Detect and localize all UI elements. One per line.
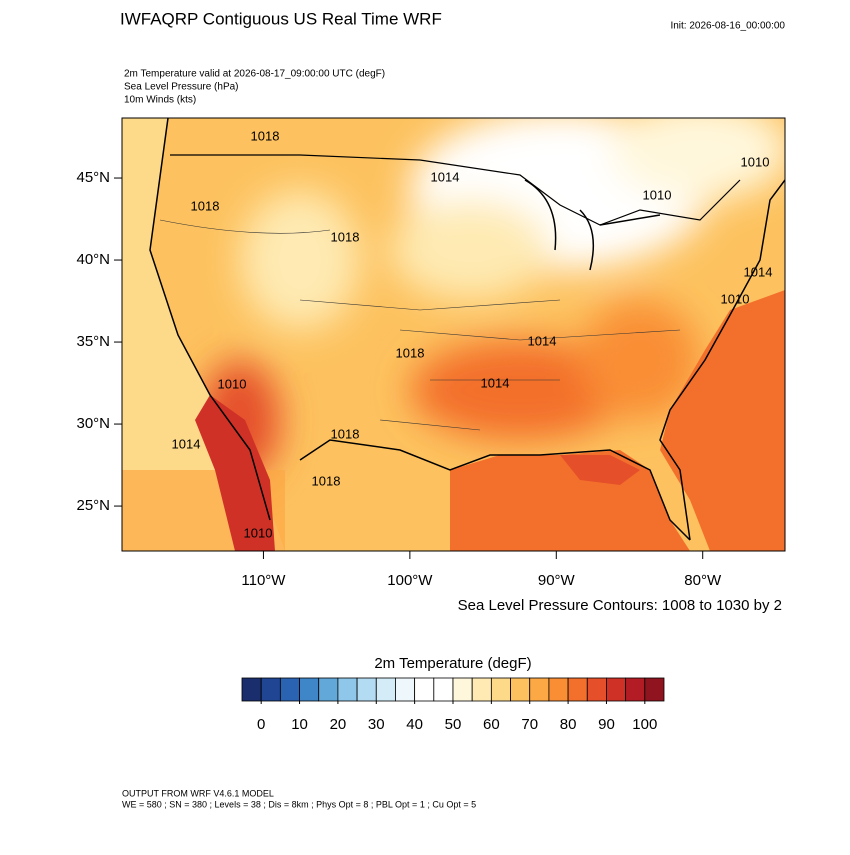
contour-note: Sea Level Pressure Contours: 1008 to 103… bbox=[458, 597, 782, 614]
field-line: Sea Level Pressure (hPa) bbox=[124, 82, 239, 93]
y-tick-label: 40°N bbox=[76, 251, 110, 268]
field-line: 2m Temperature valid at 2026-08-17_09:00… bbox=[124, 69, 385, 80]
colorbar-swatch bbox=[529, 677, 550, 702]
colorbar-tick-label: 20 bbox=[330, 716, 347, 733]
contour-label: 1010 bbox=[741, 154, 770, 169]
contour-label: 1014 bbox=[528, 333, 557, 348]
colorbar-tick-label: 80 bbox=[560, 716, 577, 733]
contour-label: 1014 bbox=[431, 169, 460, 184]
contour-label: 1014 bbox=[744, 264, 773, 279]
colorbar: 0 10 20 30 40 50 60 70 80 90 100 bbox=[241, 677, 665, 733]
y-tick-label: 35°N bbox=[76, 333, 110, 350]
colorbar-swatch bbox=[471, 677, 492, 702]
colorbar-swatch bbox=[299, 677, 320, 702]
map-frame bbox=[121, 117, 786, 552]
map-field bbox=[122, 118, 785, 551]
colorbar-swatch bbox=[395, 677, 416, 702]
contour-label: 1018 bbox=[312, 473, 341, 488]
colorbar-swatch bbox=[279, 677, 300, 702]
colorbar-swatch bbox=[414, 677, 435, 702]
footer-line: WE = 580 ; SN = 380 ; Levels = 38 ; Dis … bbox=[122, 799, 476, 809]
footer-line: OUTPUT FROM WRF V4.6.1 MODEL bbox=[122, 788, 274, 798]
contour-label: 1014 bbox=[481, 375, 510, 390]
contour-label: 1018 bbox=[191, 198, 220, 213]
field-line: 10m Winds (kts) bbox=[124, 95, 196, 106]
colorbar-swatch bbox=[510, 677, 531, 702]
colorbar-tick-label: 30 bbox=[368, 716, 385, 733]
x-tick-label: 100°W bbox=[387, 572, 433, 589]
y-tick-label: 30°N bbox=[76, 415, 110, 432]
colorbar-tick-label: 40 bbox=[406, 716, 423, 733]
colorbar-title: 2m Temperature (degF) bbox=[374, 655, 531, 672]
colorbar-swatch bbox=[260, 677, 281, 702]
colorbar-tick-label: 50 bbox=[445, 716, 462, 733]
title: IWFAQRP Contiguous US Real Time WRF bbox=[120, 9, 442, 28]
contour-label: 1014 bbox=[172, 436, 201, 451]
colorbar-swatch bbox=[337, 677, 358, 702]
colorbar-tick-label: 90 bbox=[598, 716, 615, 733]
colorbar-swatch bbox=[318, 677, 339, 702]
contour-label: 1018 bbox=[251, 128, 280, 143]
x-tick-label: 80°W bbox=[684, 572, 722, 589]
x-tick-label: 110°W bbox=[241, 572, 286, 589]
contour-label: 1010 bbox=[218, 376, 247, 391]
colorbar-swatch bbox=[452, 677, 473, 702]
colorbar-swatch bbox=[490, 677, 511, 702]
colorbar-swatch bbox=[567, 677, 588, 702]
colorbar-swatch bbox=[375, 677, 396, 702]
y-tick-label: 45°N bbox=[76, 169, 110, 186]
colorbar-swatch bbox=[586, 677, 607, 702]
colorbar-swatch bbox=[356, 677, 377, 702]
contour-label: 1010 bbox=[721, 291, 750, 306]
y-tick-label: 25°N bbox=[76, 497, 110, 514]
x-tick-label: 90°W bbox=[538, 572, 576, 589]
contour-label: 1010 bbox=[244, 525, 273, 540]
init-time: Init: 2026-08-16_00:00:00 bbox=[670, 21, 785, 32]
colorbar-swatch bbox=[606, 677, 627, 702]
colorbar-tick-label: 0 bbox=[257, 716, 265, 733]
colorbar-swatch bbox=[433, 677, 454, 702]
colorbar-swatch bbox=[644, 677, 665, 702]
colorbar-swatch bbox=[625, 677, 646, 702]
contour-label: 1018 bbox=[396, 345, 425, 360]
map-axes: 110°W 100°W 90°W 80°W 25°N 30°N 35°N 40°N 45°N 10… bbox=[76, 128, 772, 589]
colorbar-tick-label: 100 bbox=[632, 716, 657, 733]
colorbar-tick-label: 10 bbox=[291, 716, 308, 733]
contour-label: 1010 bbox=[643, 187, 672, 202]
colorbar-swatch bbox=[548, 677, 569, 702]
contour-label: 1018 bbox=[331, 229, 360, 244]
colorbar-tick-label: 60 bbox=[483, 716, 500, 733]
colorbar-tick-label: 70 bbox=[521, 716, 538, 733]
contour-label: 1018 bbox=[331, 426, 360, 441]
colorbar-swatch bbox=[241, 677, 262, 702]
